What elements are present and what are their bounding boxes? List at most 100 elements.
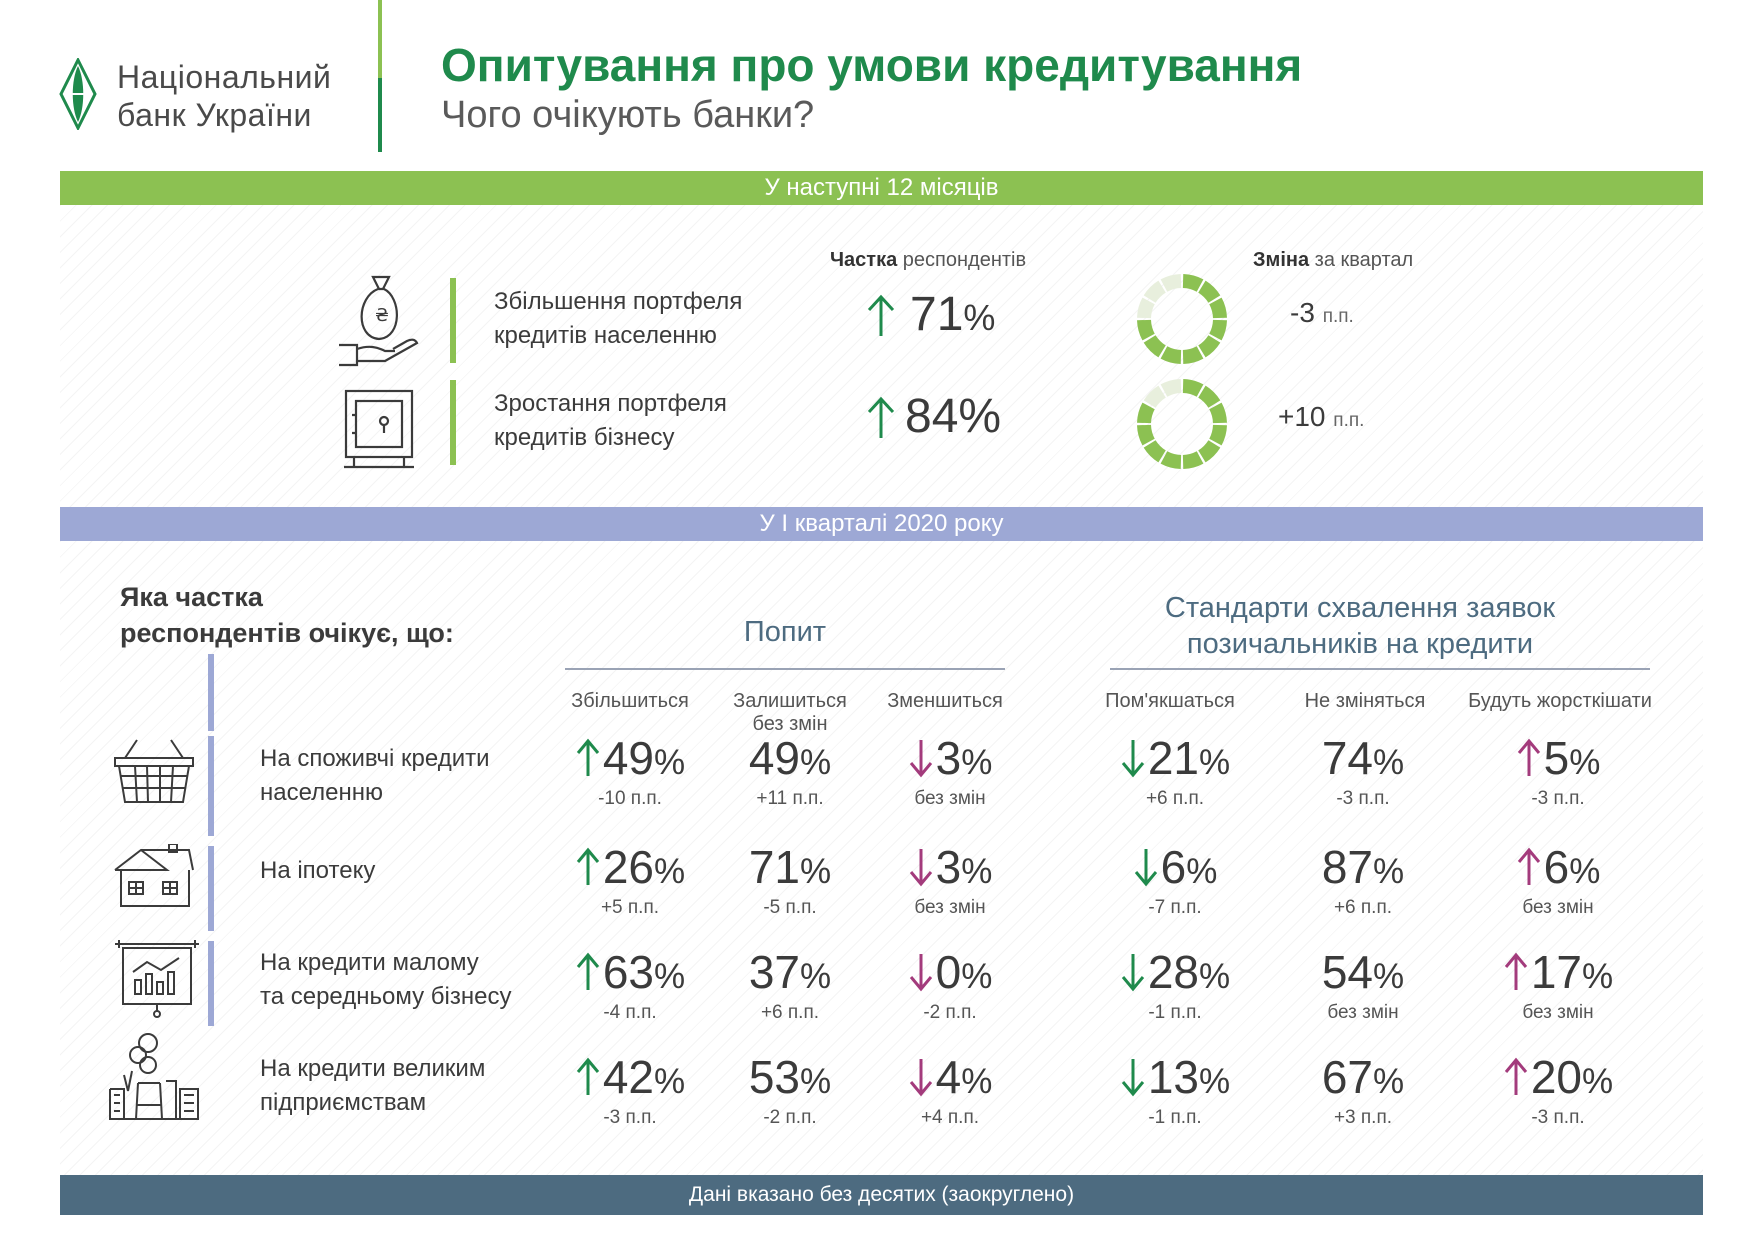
survey-cell: 5% -3 п.п.: [1483, 733, 1633, 810]
col-increase: Збільшиться: [571, 690, 689, 712]
row-bar: [208, 941, 214, 1026]
cell-change: без змін: [1327, 1002, 1399, 1023]
arrow-down-icon: [909, 954, 932, 992]
bank-name: Національний банк України: [117, 58, 331, 134]
donut-segment: [1209, 319, 1227, 341]
cell-change: -2 п.п.: [923, 1002, 977, 1023]
demand-divider: [565, 668, 1005, 670]
safe-icon: [344, 389, 414, 469]
donut-segment: [1137, 402, 1155, 424]
factory-icon: [109, 1033, 199, 1120]
standards-title: Стандарти схвалення заявок позичальників…: [1164, 592, 1556, 660]
survey-cell: 3% без змін: [875, 733, 1025, 810]
survey-cell: 4% +4 п.п.: [875, 1052, 1025, 1129]
arrow-down-icon: [1134, 849, 1157, 887]
cell-change: +3 п.п.: [1333, 1107, 1393, 1128]
banner-q1-2020: У І кварталі 2020 року: [60, 507, 1703, 541]
donut-segment: [1143, 280, 1167, 304]
cell-change: -3 п.п.: [603, 1107, 657, 1128]
donut-segment: [1209, 424, 1227, 446]
survey-cell: 54% без змін: [1288, 947, 1438, 1024]
cell-value: 49%: [555, 733, 705, 788]
change-households: -3 п.п.: [1290, 297, 1354, 328]
cell-value: 17%: [1483, 947, 1633, 1002]
cell-change: +11 п.п.: [756, 788, 824, 809]
cell-change: +5 п.п.: [600, 897, 660, 918]
cell-change: без змін: [1522, 1002, 1594, 1023]
page-title: Опитування про умови кредитування: [441, 39, 1303, 91]
cell-value: 6%: [1100, 842, 1250, 897]
donut-segment: [1137, 424, 1155, 446]
cell-change: без змін: [914, 788, 986, 809]
cell-value: 87%: [1321, 841, 1405, 893]
cell-change: +6 п.п.: [1333, 897, 1393, 918]
arrow-down-icon: [909, 1059, 932, 1097]
cell-change: -5 п.п.: [763, 897, 817, 918]
cell-change: без змін: [1522, 897, 1594, 918]
arrow-up-icon: [1517, 738, 1540, 776]
col-ease: Пом'якшаться: [1105, 690, 1235, 712]
donut-segment: [1182, 274, 1204, 292]
arrow-up-icon: [867, 294, 895, 336]
presentation-chart-icon: [115, 940, 199, 1018]
cell-value: 74%: [1321, 732, 1405, 784]
share-value-households: 71%: [910, 288, 996, 341]
row-bar: [450, 380, 456, 465]
demand-title: Попит: [743, 616, 827, 648]
header-divider: [378, 0, 382, 152]
arrow-up-icon: [1517, 847, 1540, 885]
survey-cell: 0% -2 п.п.: [875, 947, 1025, 1024]
survey-cell: 21% +6 п.п.: [1100, 733, 1250, 810]
row-label-large-enterprises: На кредити великим підприємствам: [260, 1055, 486, 1116]
cell-change: -7 п.п.: [1148, 897, 1202, 918]
footer-note: Дані вказано без десятих (заокруглено): [60, 1175, 1703, 1215]
banner-next-12-months: У наступні 12 місяців: [60, 171, 1703, 205]
money-bag-hand-icon: ₴: [339, 275, 419, 367]
cell-value: 28%: [1100, 947, 1250, 1002]
survey-cell: 13% -1 п.п.: [1100, 1052, 1250, 1129]
donut-segment: [1137, 297, 1155, 319]
cell-change: -2 п.п.: [763, 1107, 817, 1128]
survey-cell: 49% -10 п.п.: [555, 733, 705, 810]
house-icon: [114, 844, 194, 907]
survey-cell: 6% без змін: [1483, 842, 1633, 919]
col-head-change: Зміна за квартал: [1253, 249, 1414, 271]
cell-value: 26%: [555, 842, 705, 897]
cell-value: 20%: [1483, 1052, 1633, 1107]
survey-cell: 49% +11 п.п.: [715, 733, 865, 810]
cell-value: 6%: [1483, 842, 1633, 897]
row-label-business: Зростання портфеля кредитів бізнесу: [494, 390, 727, 451]
arrow-up-icon: [576, 1057, 599, 1095]
cell-change: -10 п.п.: [598, 788, 662, 809]
standards-divider: [1110, 668, 1650, 670]
cell-change: -4 п.п.: [603, 1002, 657, 1023]
cell-value: 3%: [875, 733, 1025, 788]
cell-value: 53%: [748, 1051, 832, 1103]
row-label-sme: На кредити малому та середньому бізнесу: [260, 949, 512, 1010]
cell-change: -3 п.п.: [1531, 788, 1585, 809]
row-bar: [208, 654, 214, 731]
cell-change: +4 п.п.: [920, 1107, 980, 1128]
col-unchanged: Залишиться без змін: [733, 690, 847, 735]
cell-value: 67%: [1321, 1051, 1405, 1103]
arrow-up-icon: [576, 847, 599, 885]
cell-value: 0%: [875, 947, 1025, 1002]
donut-segment: [1143, 439, 1167, 463]
question-text: Яка частка респондентів очікує, що:: [120, 582, 454, 648]
row-bar: [208, 846, 214, 931]
cell-value: 42%: [555, 1052, 705, 1107]
row-label-consumer: На споживчі кредити населенню: [260, 745, 490, 806]
cell-value: 37%: [748, 946, 832, 998]
cell-value: 71%: [748, 841, 832, 893]
share-donut-business: [1137, 379, 1227, 469]
survey-cell: 3% без змін: [875, 842, 1025, 919]
donut-segment: [1182, 379, 1204, 397]
cell-value: 4%: [875, 1052, 1025, 1107]
donut-segment: [1137, 319, 1155, 341]
donut-segment: [1182, 346, 1204, 364]
survey-cell: 74% -3 п.п.: [1288, 733, 1438, 810]
donut-segment: [1143, 334, 1167, 358]
section-next-12-months: Частка респондентів Зміна за квартал ₴ З…: [60, 205, 1703, 507]
donut-segment: [1160, 274, 1182, 292]
cell-value: 54%: [1321, 946, 1405, 998]
